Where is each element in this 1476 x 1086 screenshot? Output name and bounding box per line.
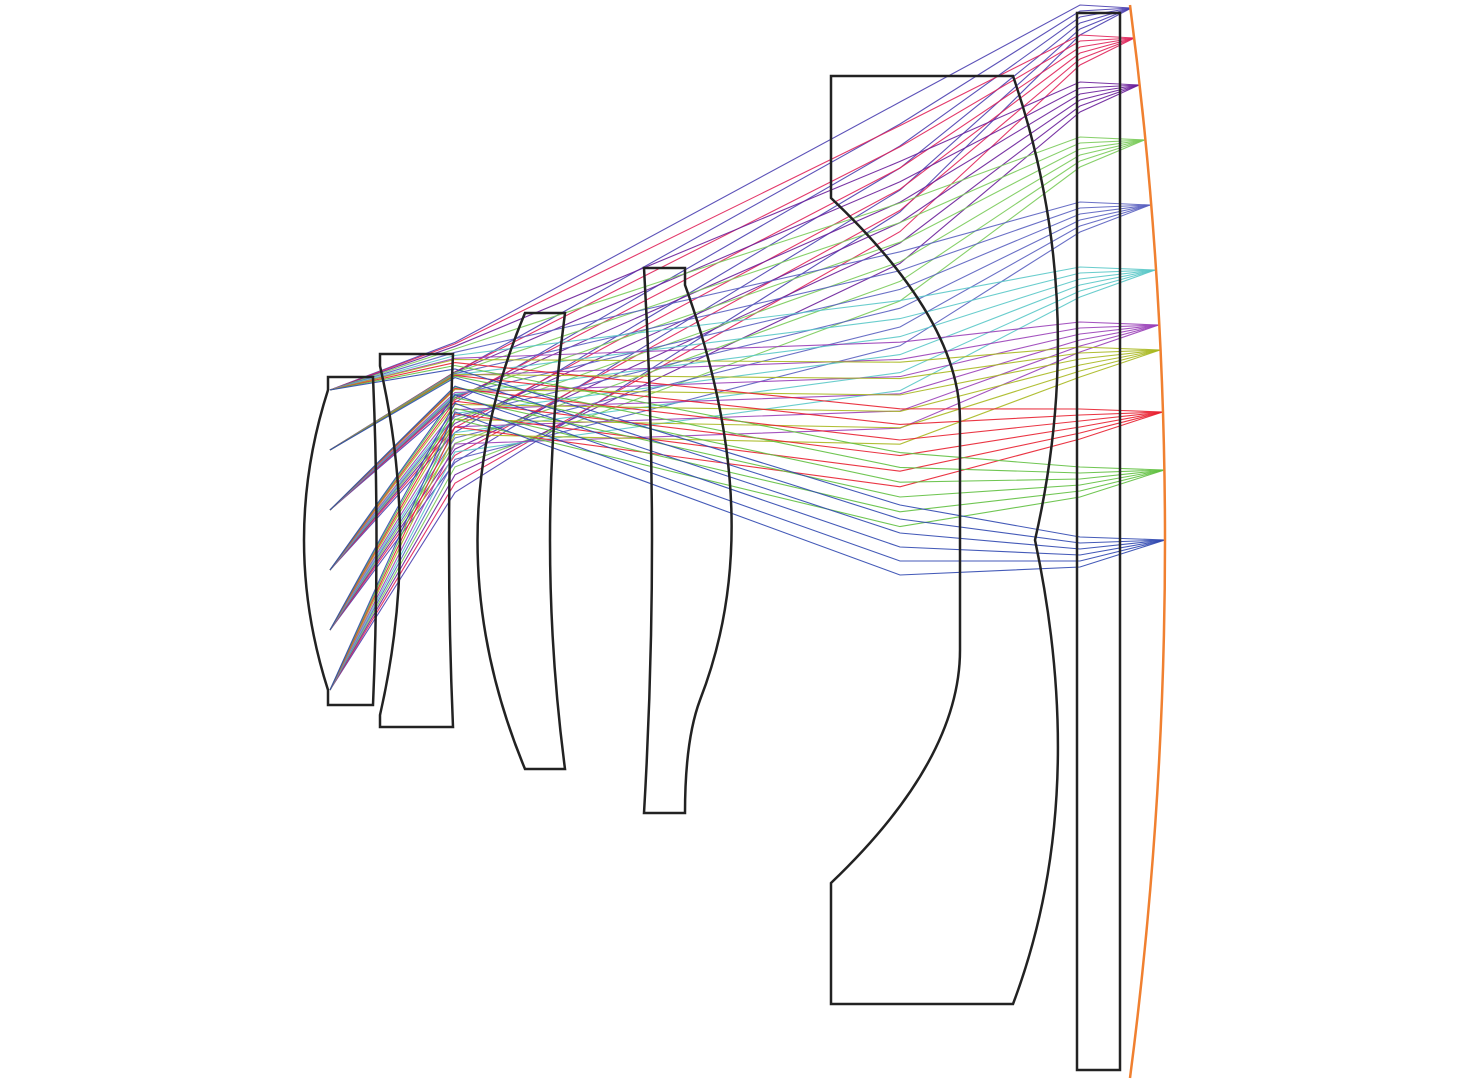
ray-bundle-field-8 (329, 346, 1161, 691)
ray (329, 368, 1166, 541)
ray (329, 411, 1163, 631)
ray (329, 269, 1156, 691)
ray (329, 139, 1145, 691)
ray (329, 349, 1161, 451)
ray (329, 396, 1165, 571)
ray (329, 204, 1151, 691)
ray (329, 201, 1151, 391)
lens-element-4 (642, 266, 733, 815)
ray (329, 407, 1165, 631)
ray (329, 84, 1140, 691)
ray (329, 321, 1159, 391)
lens-elements (302, 11, 1122, 1072)
ray (329, 37, 1135, 571)
ray-bundles (329, 4, 1166, 691)
lens-element-3 (476, 311, 567, 771)
ray (329, 385, 1166, 550)
ray (329, 400, 1163, 571)
ray (329, 411, 1163, 691)
ray (329, 349, 1161, 691)
ray (329, 377, 1166, 544)
ray (329, 34, 1135, 391)
ray (329, 375, 1165, 474)
ray (329, 269, 1156, 631)
ray (329, 349, 1161, 571)
ray (329, 84, 1140, 511)
ray-bundle-field-10 (329, 364, 1165, 691)
ray (329, 349, 1161, 631)
ray (329, 411, 1166, 691)
ray (329, 269, 1156, 511)
ray (329, 139, 1145, 571)
ray (329, 387, 1163, 511)
cover-plate (1075, 11, 1122, 1072)
ray (329, 324, 1159, 691)
ray (329, 364, 1165, 471)
ray (329, 37, 1135, 691)
ray (329, 324, 1159, 511)
ray (329, 324, 1159, 571)
lens-element-2 (378, 352, 455, 729)
ray (329, 269, 1156, 571)
ray (329, 7, 1132, 631)
ray (329, 81, 1140, 391)
ray (329, 136, 1145, 391)
ray-bundle-field-11 (329, 368, 1166, 691)
ray (329, 204, 1151, 571)
ray (329, 418, 1165, 691)
ray-bundle-field-6 (329, 266, 1156, 691)
image-surface-curve (1128, 4, 1167, 1079)
ray (329, 139, 1145, 451)
ray (329, 37, 1135, 511)
ray (329, 4, 1132, 391)
ray (329, 349, 1161, 511)
ray (329, 7, 1132, 691)
ray (329, 402, 1166, 631)
lens-element-1 (302, 375, 378, 707)
ray (329, 266, 1156, 391)
ray (329, 394, 1166, 571)
lens-element-5 (829, 74, 1060, 1006)
ray (329, 204, 1151, 631)
ray (329, 7, 1132, 451)
ray (329, 362, 1163, 413)
ray (329, 346, 1161, 391)
